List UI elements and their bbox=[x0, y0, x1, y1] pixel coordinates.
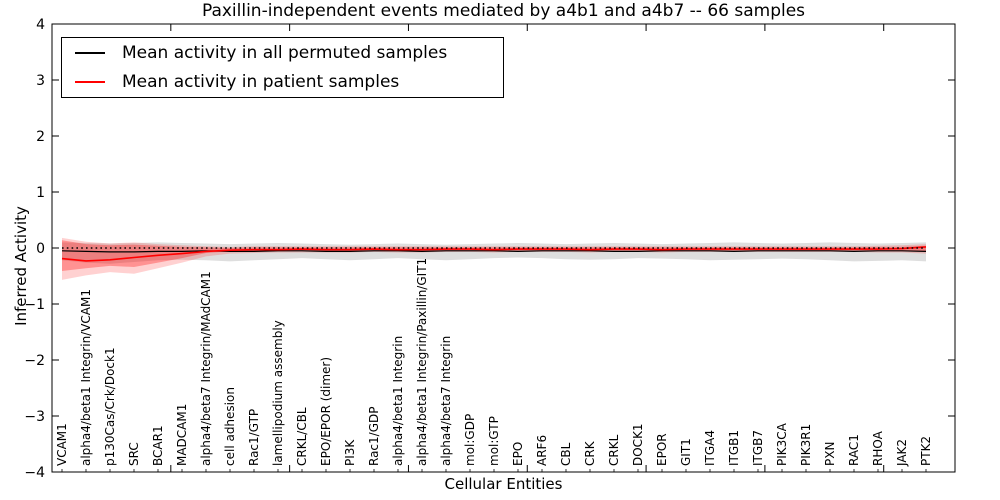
category-label: CRKL/CBL bbox=[295, 407, 309, 466]
black-line-swatch bbox=[75, 52, 105, 54]
category-label: lamellipodium assembly bbox=[271, 320, 285, 466]
category-label: DOCK1 bbox=[631, 423, 645, 466]
legend: Mean activity in all permuted samples Me… bbox=[61, 37, 504, 98]
category-label: PIK3R1 bbox=[799, 424, 813, 466]
category-label: alpha4/beta1 Integrin bbox=[391, 336, 405, 466]
category-label: PIK3CA bbox=[775, 422, 789, 466]
category-label: JAK2 bbox=[895, 439, 909, 467]
category-label: CRK bbox=[583, 440, 597, 466]
y-tick-label: −1 bbox=[24, 297, 45, 313]
chart-title: Paxillin-independent events mediated by … bbox=[201, 1, 806, 21]
category-label: mol:GTP bbox=[487, 416, 501, 466]
category-label: ITGB7 bbox=[751, 430, 765, 466]
category-label: mol:GDP bbox=[463, 414, 477, 466]
category-label: cell adhesion bbox=[223, 387, 237, 466]
category-label: Rac1/GTP bbox=[247, 409, 261, 466]
category-label: alpha4/beta7 Integrin bbox=[439, 336, 453, 466]
category-label: SRC bbox=[127, 442, 141, 466]
legend-entry-patient: Mean activity in patient samples bbox=[62, 68, 503, 96]
category-label: EPOR bbox=[655, 433, 669, 466]
category-label: PTK2 bbox=[919, 436, 933, 466]
category-label: ITGB1 bbox=[727, 430, 741, 466]
category-label: EPO bbox=[511, 442, 525, 466]
y-axis-label: Inferred Activity bbox=[12, 206, 30, 326]
category-label: EPO/EPOR (dimer) bbox=[319, 357, 333, 466]
y-tick-label: 3 bbox=[36, 73, 45, 89]
y-tick-label: 0 bbox=[36, 241, 45, 257]
category-label: ITGA4 bbox=[703, 430, 717, 466]
category-label: CBL bbox=[559, 442, 573, 466]
category-label: ARF6 bbox=[535, 435, 549, 466]
category-label: CRKL bbox=[607, 434, 621, 466]
legend-label-permuted: Mean activity in all permuted samples bbox=[122, 42, 448, 63]
category-label: MADCAM1 bbox=[175, 404, 189, 466]
legend-label-patient: Mean activity in patient samples bbox=[122, 71, 400, 92]
x-axis-ticks bbox=[61, 24, 927, 472]
y-tick-label: −4 bbox=[24, 465, 45, 481]
red-line-swatch bbox=[75, 81, 105, 83]
category-label: alpha4/beta1 Integrin/Paxillin/GIT1 bbox=[415, 258, 429, 466]
y-axis-ticks: 4 3 2 1 0 −1 −2 −3 −4 bbox=[24, 17, 955, 481]
category-label: RHOA bbox=[871, 430, 885, 466]
category-label: alpha4/beta1 Integrin/VCAM1 bbox=[79, 289, 93, 466]
legend-entry-permuted: Mean activity in all permuted samples bbox=[62, 39, 503, 67]
y-tick-label: 2 bbox=[36, 129, 45, 145]
category-label: p130Cas/Crk/Dock1 bbox=[103, 347, 117, 466]
category-label: GIT1 bbox=[679, 438, 693, 466]
category-label: VCAM1 bbox=[55, 423, 69, 466]
y-tick-label: 1 bbox=[36, 185, 45, 201]
line-mean-activity-in-patient-samples bbox=[61, 246, 927, 262]
category-label: Rac1/GDP bbox=[367, 407, 381, 466]
y-tick-label: 4 bbox=[36, 17, 45, 33]
category-label: PXN bbox=[823, 442, 837, 466]
x-category-labels: VCAM1 alpha4/beta1 Integrin/VCAM1 p130Cas/… bbox=[55, 258, 933, 467]
y-tick-label: −2 bbox=[24, 353, 45, 369]
x-axis-label: Cellular Entities bbox=[444, 475, 563, 493]
category-label: RAC1 bbox=[847, 434, 861, 466]
y-tick-label: −3 bbox=[24, 409, 45, 425]
category-label: PI3K bbox=[343, 439, 357, 466]
category-label: alpha4/beta7 Integrin/MAdCAM1 bbox=[199, 271, 213, 466]
series-lines bbox=[61, 246, 927, 262]
category-label: BCAR1 bbox=[151, 425, 165, 466]
